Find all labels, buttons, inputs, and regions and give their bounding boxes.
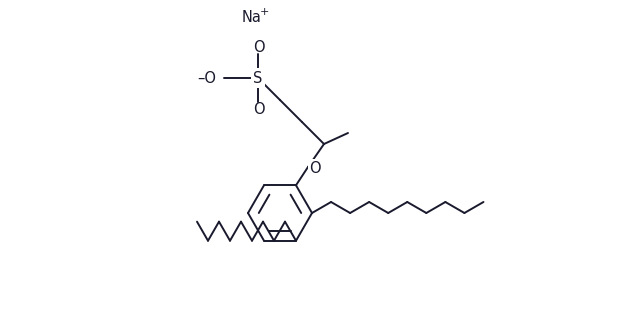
Text: Na: Na [242, 9, 262, 24]
Text: O: O [253, 39, 265, 54]
Text: O: O [309, 161, 321, 175]
Text: +: + [260, 7, 270, 17]
Text: O: O [253, 102, 265, 117]
Text: S: S [253, 70, 263, 86]
Text: –O: –O [197, 70, 216, 86]
